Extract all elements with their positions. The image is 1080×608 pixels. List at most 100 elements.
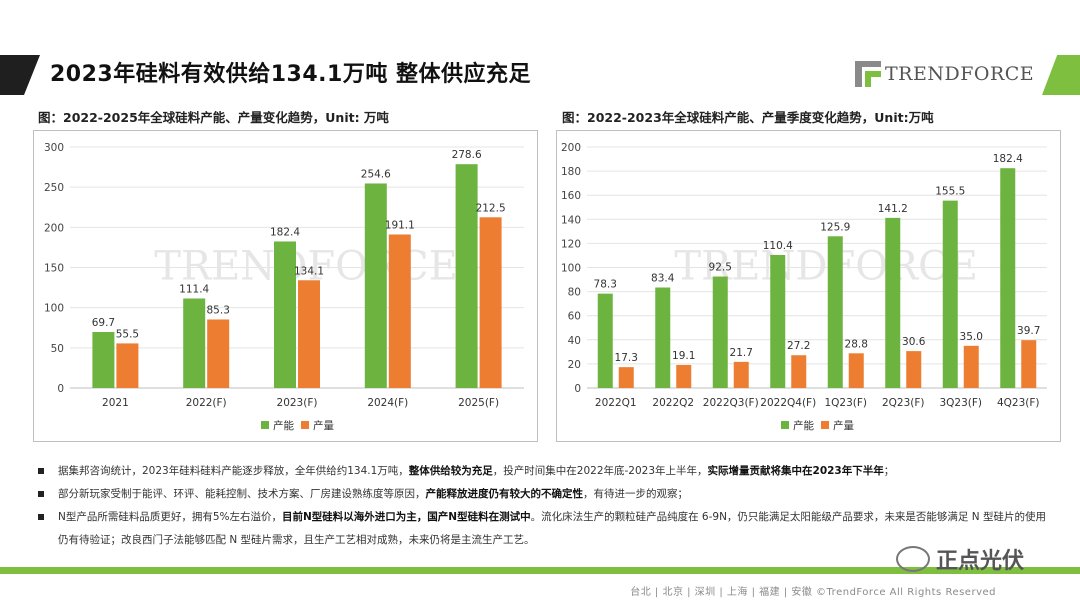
y-tick-label: 0: [574, 383, 581, 395]
data-label: 83.4: [651, 273, 675, 285]
data-label: 155.5: [935, 186, 965, 198]
bar-output: [906, 351, 922, 388]
bar-capacity: [770, 254, 786, 388]
y-tick-label: 0: [57, 383, 64, 395]
bar-output: [207, 319, 230, 388]
y-tick-label: 140: [561, 214, 581, 226]
bullet-emphasis: 整体供给较为充足: [408, 465, 493, 477]
bullet-text: 。流化床法生产的颗粒硅产品纯度在 6-9N，仍只能满足太阳能级产品要求，未来是否…: [58, 511, 1046, 546]
bar-capacity: [274, 241, 296, 388]
data-label: 125.9: [820, 221, 850, 233]
bullet-list: 据集邦咨询统计，2023年硅料硅料产能逐步释放，全年供给约134.1万吨，整体供…: [38, 460, 1048, 552]
bar-capacity: [655, 287, 671, 388]
legend-swatch: [261, 421, 269, 429]
wechat-label: 正点光伏: [936, 549, 1025, 574]
legend-swatch: [301, 421, 309, 429]
x-tick-label: 2022Q2: [652, 397, 694, 409]
bullet-emphasis: 目前N型硅料以海外进口为主，国产N型硅料在测试中: [282, 511, 531, 523]
bullet-item: 部分新玩家受制于能评、环评、能耗控制、技术方案、厂房建设熟练度等原因，产能释放进…: [38, 483, 1048, 506]
footer-text: 台北 | 北京 | 深圳 | 上海 | 福建 | 安徽 ©TrendForce …: [630, 587, 996, 598]
x-tick-label: 2022Q4(F): [760, 397, 816, 409]
x-tick-label: 4Q23(F): [997, 397, 1040, 409]
bar-capacity: [885, 217, 901, 388]
chart-1-panel: 0 50 100 150 200 250 300 TRENDFORCE 69.7 55.5 2021…: [33, 130, 538, 442]
y-tick-label: 120: [561, 238, 581, 250]
bullet-text: ，有待进一步的观察；: [583, 488, 688, 500]
bar-capacity: [827, 236, 843, 388]
chart-2-panel: 0 20 40 60 80 100 120 140 160 180 200 TRENDFORCE 78.…: [556, 130, 1061, 442]
x-tick-label: 2022Q3(F): [703, 397, 759, 409]
bar-output: [676, 364, 692, 388]
data-label: 85.3: [207, 304, 230, 316]
bar-output: [791, 355, 807, 388]
y-tick-label: 180: [561, 166, 581, 178]
data-label: 30.6: [902, 336, 926, 348]
data-label: 111.4: [179, 284, 209, 296]
bottom-accent-bar: [0, 567, 1080, 574]
bar-output: [963, 345, 979, 388]
data-label: 27.2: [787, 340, 810, 352]
x-tick-label: 2025(F): [458, 397, 499, 409]
header-accent-left: [0, 55, 40, 95]
bullet-text: ；: [883, 465, 895, 477]
bar-output: [388, 234, 411, 388]
bar-capacity: [1000, 168, 1016, 388]
trendforce-logo-icon: [855, 61, 881, 87]
page-title: 2023年硅料有效供给134.1万吨 整体供应充足: [50, 62, 531, 87]
bullet-emphasis: 产能释放进度仍有较大的不确定性: [425, 488, 584, 500]
data-label: 19.1: [672, 350, 695, 362]
bar-output: [618, 367, 634, 388]
bar-output: [1021, 340, 1037, 388]
y-tick-label: 100: [44, 303, 64, 315]
data-label: 69.7: [92, 317, 115, 329]
bullet-text: 部分新玩家受制于能评、环评、能耗控制、技术方案、厂房建设熟练度等原因，: [58, 488, 426, 500]
bar-capacity: [712, 276, 728, 388]
wechat-icon: [896, 546, 930, 572]
legend-label: 产量: [313, 419, 334, 432]
y-tick-label: 150: [44, 263, 64, 275]
data-label: 21.7: [730, 347, 753, 359]
bar-capacity: [597, 293, 613, 388]
data-label: 134.1: [294, 265, 324, 277]
legend-swatch: [821, 421, 829, 429]
data-label: 191.1: [385, 219, 415, 231]
y-tick-label: 160: [561, 190, 581, 202]
logo-text: TRENDFORCE: [885, 63, 1035, 85]
data-label: 35.0: [960, 331, 983, 343]
data-label: 92.5: [709, 262, 732, 274]
legend-label: 产量: [833, 419, 854, 432]
legend-label: 产能: [273, 419, 294, 432]
legend-swatch: [781, 421, 789, 429]
chart-2-title: 图：2022-2023年全球硅料产能、产量季度变化趋势，Unit:万吨: [562, 110, 934, 125]
data-label: 17.3: [615, 352, 638, 364]
bar-output: [733, 361, 749, 388]
bullet-text: N型产品所需硅料品质更好，拥有5%左右溢价，: [58, 511, 283, 523]
data-label: 39.7: [1017, 325, 1040, 337]
y-tick-label: 200: [561, 142, 581, 154]
bullet-item: 据集邦咨询统计，2023年硅料硅料产能逐步释放，全年供给约134.1万吨，整体供…: [38, 460, 1048, 483]
chart-1-title: 图：2022-2025年全球硅料产能、产量变化趋势，Unit: 万吨: [38, 110, 389, 125]
data-label: 182.4: [993, 153, 1023, 165]
data-label: 278.6: [452, 149, 482, 161]
chart-1-svg: 050100150200250300TRENDFORCE69.755.52021…: [44, 142, 524, 432]
bar-capacity: [942, 200, 958, 388]
data-label: 141.2: [878, 203, 908, 215]
bullet-item: N型产品所需硅料品质更好，拥有5%左右溢价，目前N型硅料以海外进口为主，国产N型…: [38, 506, 1048, 552]
y-tick-label: 300: [44, 142, 64, 154]
data-label: 78.3: [594, 279, 617, 291]
y-tick-label: 60: [568, 311, 581, 323]
bar-output: [848, 353, 864, 388]
y-tick-label: 200: [44, 222, 64, 234]
x-tick-label: 3Q23(F): [939, 397, 982, 409]
bar-output: [116, 343, 139, 388]
x-tick-label: 2021: [102, 397, 129, 409]
data-label: 55.5: [116, 328, 139, 340]
data-label: 110.4: [763, 240, 793, 252]
header-accent-right: [1042, 55, 1080, 95]
data-label: 182.4: [270, 226, 300, 238]
bullet-text: 据集邦咨询统计，2023年硅料硅料产能逐步释放，全年供给约134.1万吨，: [58, 465, 409, 477]
x-tick-label: 2024(F): [367, 397, 408, 409]
x-tick-label: 1Q23(F): [824, 397, 867, 409]
bar-output: [298, 280, 320, 388]
y-tick-label: 40: [568, 335, 581, 347]
